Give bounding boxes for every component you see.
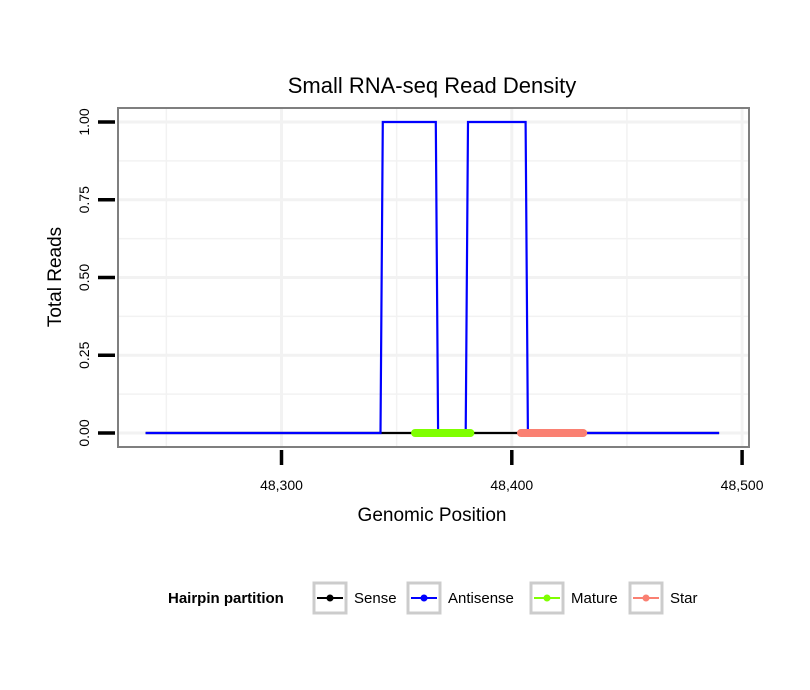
- chart-title: Small RNA-seq Read Density: [288, 73, 577, 98]
- legend-point-mature: [543, 594, 551, 602]
- x-tick-label: 48,500: [721, 477, 764, 493]
- panel-border: [117, 107, 750, 448]
- x-tick-label: 48,300: [260, 477, 303, 493]
- legend-point-sense: [326, 594, 334, 602]
- legend-label-sense: Sense: [354, 590, 397, 607]
- legend-label-mature: Mature: [571, 590, 618, 607]
- y-tick-label: 1.00: [76, 108, 92, 135]
- x-axis-label: Genomic Position: [358, 505, 507, 526]
- legend-label-star: Star: [670, 590, 698, 607]
- legend-label-antisense: Antisense: [448, 590, 514, 607]
- y-axis-label: Total Reads: [45, 227, 66, 327]
- x-tick-label: 48,400: [490, 477, 533, 493]
- legend-title: Hairpin partition: [168, 590, 284, 607]
- legend-point-star: [642, 594, 650, 602]
- y-tick-label: 0.50: [76, 264, 92, 291]
- y-tick-label: 0.00: [76, 419, 92, 446]
- y-tick-label: 0.75: [76, 186, 92, 213]
- y-tick-label: 0.25: [76, 341, 92, 368]
- legend-point-antisense: [420, 594, 428, 602]
- plot-area: [117, 107, 750, 448]
- legend: Hairpin partition Sense Antisense Mature St…: [168, 581, 698, 615]
